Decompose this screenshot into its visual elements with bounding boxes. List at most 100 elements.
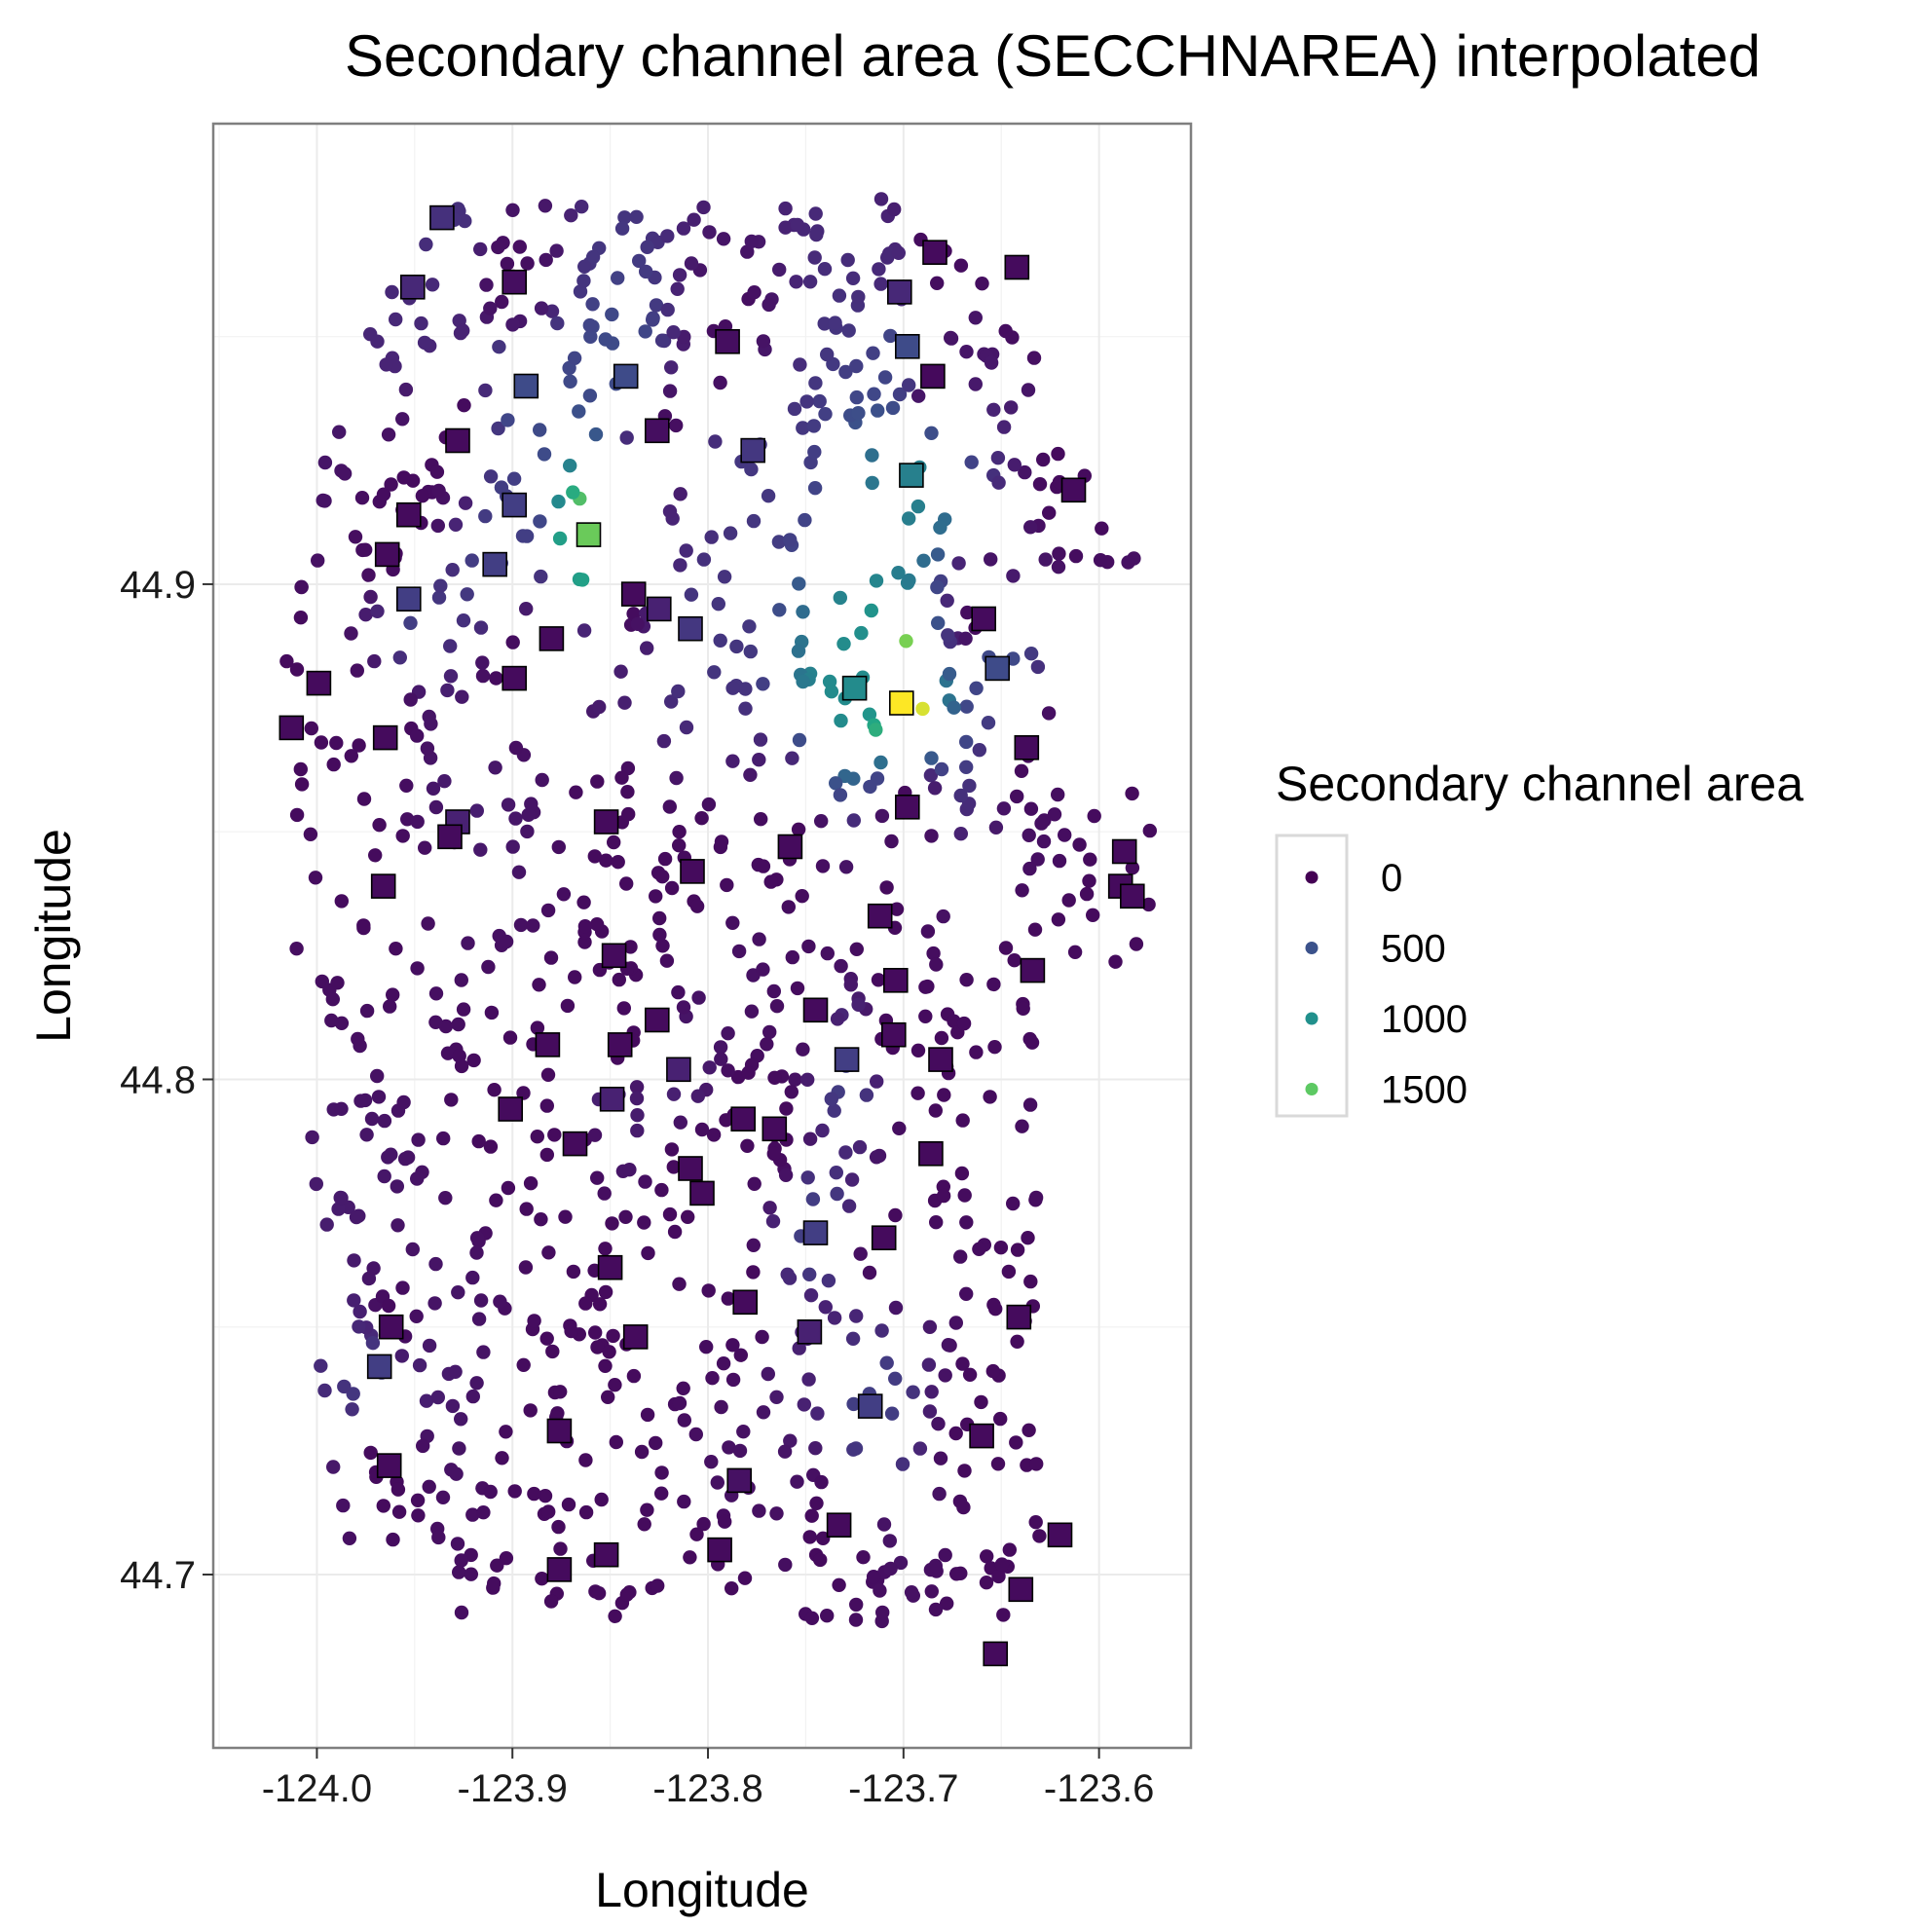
interpolated-point <box>564 1323 578 1339</box>
interpolated-point <box>289 942 304 956</box>
interpolated-point <box>957 1188 972 1203</box>
interpolated-point <box>640 240 654 254</box>
interpolated-point <box>1007 953 1022 968</box>
interpolated-point <box>1027 922 1043 937</box>
interpolated-point <box>953 1249 968 1264</box>
interpolated-point <box>1083 852 1097 867</box>
interpolated-point <box>1087 808 1101 824</box>
interpolated-point <box>415 489 430 503</box>
interpolated-point <box>585 297 600 312</box>
interpolated-point <box>465 1507 480 1522</box>
interpolated-point <box>869 574 884 588</box>
interpolated-point <box>420 741 435 756</box>
interpolated-point <box>608 1609 622 1624</box>
interpolated-point <box>820 1609 835 1623</box>
interpolated-point <box>884 834 899 849</box>
interpolated-point <box>1108 954 1123 969</box>
interpolated-point <box>731 944 747 959</box>
interpolated-point <box>450 1537 465 1551</box>
interpolated-point <box>840 252 855 268</box>
interpolated-point <box>941 628 955 643</box>
interpolated-point <box>533 423 547 437</box>
interpolated-point <box>1023 801 1039 816</box>
interpolated-point <box>1010 1243 1025 1257</box>
interpolated-point <box>590 1340 605 1354</box>
interpolated-point <box>411 1132 426 1147</box>
interpolated-point <box>996 1608 1011 1622</box>
interpolated-point <box>1047 807 1062 822</box>
interpolated-point <box>1041 706 1057 721</box>
interpolated-point <box>1129 937 1144 951</box>
sampled-site-marker <box>1047 1522 1073 1548</box>
interpolated-point <box>851 406 866 421</box>
interpolated-point <box>602 1345 616 1359</box>
interpolated-point <box>632 253 647 269</box>
interpolated-point <box>507 1484 522 1499</box>
interpolated-point <box>960 605 975 620</box>
interpolated-point <box>640 1502 654 1517</box>
interpolated-point <box>781 900 796 914</box>
interpolated-point <box>704 1455 719 1469</box>
interpolated-point <box>928 1558 943 1574</box>
interpolated-point <box>820 347 835 362</box>
interpolated-point <box>520 824 535 839</box>
interpolated-point <box>843 978 858 992</box>
interpolated-point <box>688 1427 703 1442</box>
interpolated-point <box>969 1045 984 1059</box>
interpolated-point <box>926 946 941 961</box>
interpolated-point <box>561 1497 576 1512</box>
interpolated-point <box>1036 834 1052 849</box>
x-tick-label: -123.9 <box>458 1767 568 1810</box>
interpolated-point <box>513 917 529 933</box>
interpolated-point <box>630 1108 645 1123</box>
interpolated-point <box>873 1583 887 1598</box>
sampled-site-marker <box>732 1289 759 1316</box>
interpolated-point <box>575 200 589 214</box>
interpolated-point <box>578 1296 593 1311</box>
interpolated-point <box>521 807 536 822</box>
interpolated-point <box>979 1576 994 1590</box>
interpolated-point <box>892 387 908 402</box>
sampled-site-marker <box>740 437 766 464</box>
interpolated-point <box>683 1550 697 1565</box>
interpolated-point <box>533 514 547 529</box>
interpolated-point <box>461 936 475 950</box>
interpolated-point <box>802 275 818 289</box>
interpolated-point <box>767 1070 782 1086</box>
interpolated-point <box>752 753 766 767</box>
interpolated-point <box>483 1139 499 1154</box>
interpolated-point <box>342 1531 357 1546</box>
interpolated-point <box>326 1460 341 1474</box>
interpolated-point <box>846 813 861 828</box>
interpolated-point <box>476 1345 491 1359</box>
sampled-site-marker <box>646 596 672 622</box>
interpolated-point <box>1002 1542 1018 1557</box>
sampled-site-marker <box>399 274 426 300</box>
interpolated-point <box>656 733 672 749</box>
interpolated-point <box>551 494 566 509</box>
interpolated-point <box>888 1207 903 1223</box>
sampled-site-marker <box>395 586 422 612</box>
interpolated-point <box>499 1425 513 1439</box>
interpolated-point <box>761 1366 775 1382</box>
interpolated-point <box>930 547 946 562</box>
interpolated-point <box>1125 861 1140 875</box>
interpolated-point <box>516 1086 531 1100</box>
interpolated-point <box>491 421 505 436</box>
interpolated-point <box>550 315 565 331</box>
interpolated-point <box>422 1479 436 1495</box>
interpolated-point <box>425 278 440 292</box>
interpolated-point <box>953 258 969 273</box>
interpolated-point <box>440 683 455 698</box>
interpolated-point <box>725 1372 741 1388</box>
interpolated-point <box>577 259 592 274</box>
interpolated-point <box>505 635 520 649</box>
interpolated-point <box>353 1094 368 1108</box>
interpolated-point <box>410 1171 425 1186</box>
interpolated-point <box>465 1389 480 1404</box>
interpolated-point <box>933 520 947 535</box>
interpolated-point <box>788 1072 802 1087</box>
interpolated-point <box>583 329 598 344</box>
interpolated-point <box>1022 861 1037 876</box>
interpolated-point <box>845 1331 861 1347</box>
